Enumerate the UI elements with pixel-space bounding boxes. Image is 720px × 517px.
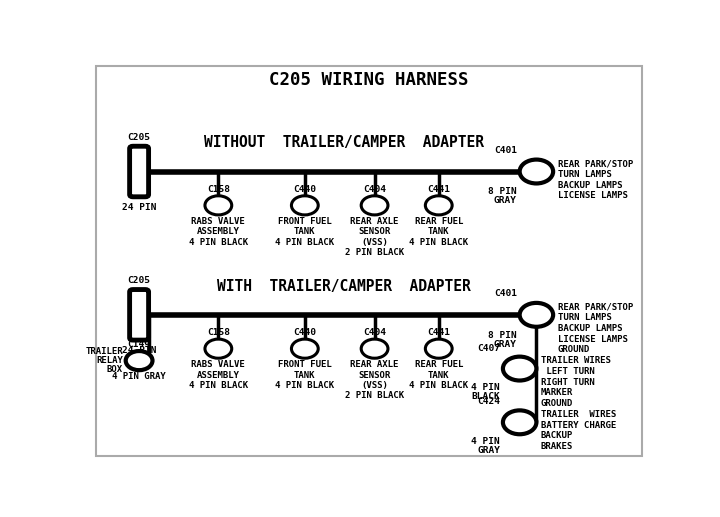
Text: REAR AXLE: REAR AXLE (351, 360, 399, 369)
Text: REAR AXLE: REAR AXLE (351, 217, 399, 226)
Text: 4 PIN GRAY: 4 PIN GRAY (112, 372, 166, 381)
Text: (VSS): (VSS) (361, 381, 388, 390)
Text: C205 WIRING HARNESS: C205 WIRING HARNESS (269, 71, 469, 89)
Text: LEFT TURN: LEFT TURN (541, 367, 595, 376)
Text: TURN LAMPS: TURN LAMPS (557, 313, 611, 322)
Text: C440: C440 (293, 328, 316, 337)
Circle shape (503, 357, 536, 381)
Text: GROUND: GROUND (557, 345, 590, 354)
Text: 4 PIN BLACK: 4 PIN BLACK (409, 381, 468, 390)
Text: 2 PIN BLACK: 2 PIN BLACK (345, 248, 404, 257)
Text: TRAILER WIRES: TRAILER WIRES (541, 356, 611, 365)
Circle shape (205, 196, 232, 215)
Circle shape (426, 196, 452, 215)
Text: TRAILER  WIRES: TRAILER WIRES (541, 410, 616, 419)
Text: TANK: TANK (428, 371, 449, 379)
Text: TANK: TANK (294, 227, 315, 236)
Text: C440: C440 (293, 185, 316, 194)
Text: 4 PIN BLACK: 4 PIN BLACK (275, 381, 334, 390)
Text: WITHOUT  TRAILER/CAMPER  ADAPTER: WITHOUT TRAILER/CAMPER ADAPTER (204, 135, 484, 150)
Text: MARKER: MARKER (541, 388, 573, 398)
Text: C441: C441 (427, 328, 450, 337)
Text: RIGHT TURN: RIGHT TURN (541, 377, 595, 387)
Text: 4 PIN BLACK: 4 PIN BLACK (189, 381, 248, 390)
Text: GRAY: GRAY (494, 340, 517, 348)
Text: 2 PIN BLACK: 2 PIN BLACK (345, 391, 404, 400)
Circle shape (361, 339, 388, 358)
Text: LICENSE LAMPS: LICENSE LAMPS (557, 334, 627, 344)
Circle shape (520, 303, 553, 327)
Text: C404: C404 (363, 185, 386, 194)
Circle shape (520, 160, 553, 184)
Text: C441: C441 (427, 185, 450, 194)
Text: C424: C424 (477, 398, 500, 406)
Text: REAR PARK/STOP: REAR PARK/STOP (557, 159, 633, 168)
Text: GRAY: GRAY (477, 446, 500, 455)
Text: REAR PARK/STOP: REAR PARK/STOP (557, 302, 633, 311)
Text: C158: C158 (207, 185, 230, 194)
Circle shape (126, 351, 153, 370)
Circle shape (503, 410, 536, 434)
FancyBboxPatch shape (130, 290, 148, 340)
Circle shape (426, 339, 452, 358)
Text: C401: C401 (494, 289, 517, 298)
Text: BRAKES: BRAKES (541, 442, 573, 451)
Text: 4 PIN: 4 PIN (472, 437, 500, 446)
Text: FRONT FUEL: FRONT FUEL (278, 217, 332, 226)
Circle shape (292, 339, 318, 358)
Text: C404: C404 (363, 328, 386, 337)
Text: BATTERY CHARGE: BATTERY CHARGE (541, 421, 616, 430)
Text: GRAY: GRAY (494, 196, 517, 205)
Text: (VSS): (VSS) (361, 238, 388, 247)
Text: RABS VALVE: RABS VALVE (192, 360, 246, 369)
Text: REAR FUEL: REAR FUEL (415, 217, 463, 226)
Text: REAR FUEL: REAR FUEL (415, 360, 463, 369)
Text: BACKUP: BACKUP (541, 431, 573, 440)
Text: 4 PIN BLACK: 4 PIN BLACK (409, 238, 468, 247)
Text: BOX: BOX (107, 365, 123, 374)
Circle shape (205, 339, 232, 358)
Text: C205: C205 (127, 133, 150, 142)
Text: 4 PIN: 4 PIN (472, 383, 500, 392)
Text: BLACK: BLACK (472, 392, 500, 401)
Text: 24 PIN: 24 PIN (122, 203, 156, 211)
Text: TURN LAMPS: TURN LAMPS (557, 170, 611, 179)
Text: C407: C407 (477, 344, 500, 353)
Text: TANK: TANK (428, 227, 449, 236)
Text: RELAY: RELAY (96, 356, 123, 365)
Text: C401: C401 (494, 146, 517, 155)
Text: FRONT FUEL: FRONT FUEL (278, 360, 332, 369)
Text: 4 PIN BLACK: 4 PIN BLACK (275, 238, 334, 247)
Circle shape (292, 196, 318, 215)
Text: C149: C149 (127, 340, 150, 349)
Text: C158: C158 (207, 328, 230, 337)
FancyBboxPatch shape (130, 146, 148, 197)
Text: BACKUP LAMPS: BACKUP LAMPS (557, 180, 622, 190)
Text: BACKUP LAMPS: BACKUP LAMPS (557, 324, 622, 333)
Text: TANK: TANK (294, 371, 315, 379)
Text: ASSEMBLY: ASSEMBLY (197, 227, 240, 236)
Text: LICENSE LAMPS: LICENSE LAMPS (557, 191, 627, 200)
Text: ASSEMBLY: ASSEMBLY (197, 371, 240, 379)
Circle shape (361, 196, 388, 215)
Text: TRAILER: TRAILER (85, 347, 123, 356)
Text: RABS VALVE: RABS VALVE (192, 217, 246, 226)
Text: 24 PIN: 24 PIN (122, 346, 156, 355)
Text: GROUND: GROUND (541, 399, 573, 408)
Text: 8 PIN: 8 PIN (488, 188, 517, 196)
Text: C205: C205 (127, 276, 150, 285)
Text: 4 PIN BLACK: 4 PIN BLACK (189, 238, 248, 247)
Text: 8 PIN: 8 PIN (488, 331, 517, 340)
Text: WITH  TRAILER/CAMPER  ADAPTER: WITH TRAILER/CAMPER ADAPTER (217, 279, 471, 294)
Text: SENSOR: SENSOR (359, 227, 391, 236)
Text: SENSOR: SENSOR (359, 371, 391, 379)
